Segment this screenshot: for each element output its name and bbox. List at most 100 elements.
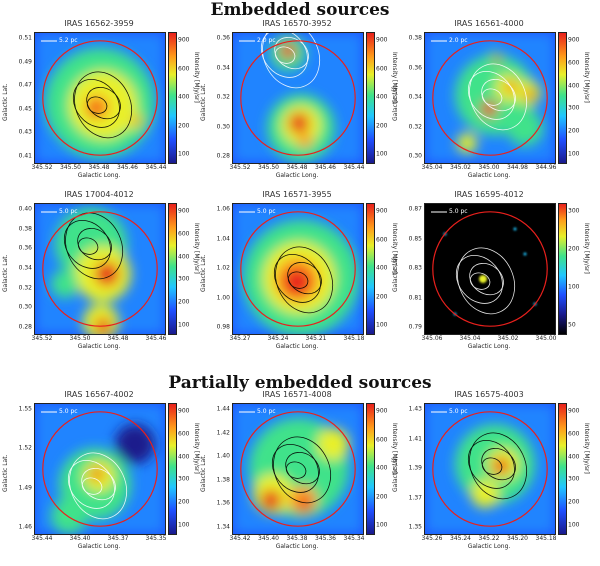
y-tick-label: 0.30: [18, 303, 32, 311]
colorbar-tick-label: 100: [376, 321, 388, 329]
scale-label: 5.0 pc: [449, 408, 468, 415]
colorbar: [366, 203, 375, 335]
y-tick-label: 0.36: [408, 64, 422, 71]
contour-lines: [271, 436, 332, 504]
colorbar-tick-label: 900: [376, 36, 388, 44]
y-tick-label: 1.40: [216, 452, 230, 460]
aperture-circle: [240, 411, 356, 527]
colorbar: [558, 32, 567, 164]
y-tick-label: 1.36: [216, 499, 230, 507]
x-tick-label: 345.44: [31, 535, 53, 542]
x-tick-label: 345.04: [421, 164, 443, 171]
aperture-circle: [42, 40, 158, 156]
colorbar-label: Intensity [MJy/sr]: [193, 52, 200, 103]
colorbar-tick-label: 400: [178, 93, 190, 101]
x-tick-label: 345.34: [343, 535, 365, 542]
sky-image[interactable]: 5.0 pc: [424, 203, 556, 335]
map-panel: IRAS 16562-3959 5.2 pc 900 600 400 200 100 Inte…: [2, 19, 204, 192]
y-axis-label: Galactic Lat.: [392, 83, 399, 121]
colorbar-tick-label: 300: [568, 207, 580, 215]
sky-image[interactable]: 5.0 pc: [34, 203, 166, 335]
y-tick-label: 0.47: [18, 81, 32, 89]
y-tick-label: 1.41: [408, 435, 422, 442]
x-axis-label: Galactic Long.: [275, 172, 319, 179]
y-tick-label: 1.35: [408, 523, 422, 531]
scale-label: 2.0 pc: [257, 37, 276, 44]
y-tick-label: 1.39: [408, 464, 422, 472]
sky-image[interactable]: 2.0 pc: [232, 32, 364, 164]
colorbar-tick-label: 200: [178, 122, 190, 129]
sky-image[interactable]: 2.0 pc: [424, 32, 556, 164]
y-axis-label: Galactic Lat.: [200, 454, 207, 492]
y-tick-labels: 0.38 0.36 0.34 0.32 0.30: [402, 32, 422, 162]
x-tick-label: 345.48: [107, 335, 129, 342]
colorbar-tick-label: 200: [376, 293, 388, 300]
y-tick-labels: 0.36 0.34 0.32 0.30 0.28: [210, 32, 230, 162]
panel-title: IRAS 16571-4008: [262, 390, 332, 399]
contour-lines: [72, 71, 133, 139]
x-tick-label: 345.50: [258, 164, 279, 171]
colorbar-tick-label: 300: [178, 275, 190, 283]
scale-label: 5.0 pc: [449, 208, 468, 215]
sky-image[interactable]: 5.2 pc: [34, 32, 166, 164]
y-tick-label: 0.34: [216, 64, 230, 71]
x-tick-label: 345.24: [450, 535, 471, 542]
x-tick-labels: 345.52 345.50 345.48 345.46 345.44: [32, 164, 167, 172]
aperture-circle: [432, 40, 548, 156]
y-tick-label: 0.32: [216, 93, 230, 101]
x-tick-label: 345.04: [459, 335, 481, 342]
x-tick-label: 345.26: [421, 535, 443, 542]
colorbar: [168, 403, 177, 535]
y-tick-label: 0.83: [408, 264, 422, 272]
x-tick-labels: 345.27 345.24 345.21 345.18: [230, 335, 365, 343]
x-tick-label: 345.52: [229, 164, 251, 171]
embedded-sources-title: Embedded sources: [210, 0, 390, 20]
aperture-circle: [432, 211, 548, 327]
colorbar-tick-label: 900: [568, 407, 580, 415]
colorbar-tick-label: 100: [568, 521, 580, 529]
colorbar-tick-label: 400: [376, 93, 388, 101]
map-panel: IRAS 16575-4003 5.0 pc 900 600 400 300 200 100 I…: [392, 390, 594, 563]
colorbar-tick-label: 200: [376, 493, 388, 500]
colorbar-tick-label: 400: [568, 453, 580, 461]
y-tick-label: 1.06: [216, 205, 230, 213]
sky-image[interactable]: 5.0 pc: [232, 203, 364, 335]
colorbar-label: Intensity [MJy/sr]: [583, 423, 590, 474]
colorbar-tick-label: 600: [178, 230, 190, 238]
map-panel: IRAS 16567-4002 5.0 pc 900 600 400 300 200 100 I…: [2, 390, 204, 563]
colorbar-tick-label: 200: [568, 498, 580, 506]
y-tick-label: 0.98: [216, 323, 230, 331]
contour-lines: [455, 247, 516, 315]
sky-image[interactable]: 5.0 pc: [424, 403, 556, 535]
sky-image[interactable]: 5.0 pc: [232, 403, 364, 535]
y-tick-labels: 1.44 1.42 1.40 1.38 1.36 1.34: [210, 403, 230, 533]
y-tick-label: 1.46: [18, 523, 32, 531]
colorbar-tick-label: 900: [178, 207, 190, 215]
y-tick-label: 0.30: [408, 152, 422, 160]
y-tick-label: 0.36: [216, 34, 230, 42]
y-tick-label: 0.79: [408, 323, 422, 331]
y-tick-label: 0.32: [18, 284, 32, 292]
colorbar-tick-label: 100: [376, 521, 388, 529]
y-tick-label: 0.30: [216, 123, 230, 130]
y-axis-label: Galactic Lat.: [200, 83, 207, 121]
x-tick-label: 345.06: [421, 335, 443, 342]
colorbar-tick-label: 400: [178, 253, 190, 261]
colorbar-tick-label: 100: [178, 150, 190, 158]
x-tick-labels: 345.42 345.40 345.38 345.36 345.34: [230, 535, 365, 543]
map-panel: IRAS 17004-4012 5.0 pc 900 600 400 300 200 100 I…: [2, 190, 204, 363]
panel-title: IRAS 16562-3959: [64, 19, 134, 28]
colorbar-tick-label: 600: [178, 65, 190, 72]
sky-image[interactable]: 5.0 pc: [34, 403, 166, 535]
y-tick-label: 1.02: [216, 264, 230, 272]
y-tick-label: 1.49: [18, 484, 32, 492]
colorbar-tick-label: 400: [178, 453, 190, 461]
x-tick-label: 345.52: [31, 335, 53, 342]
y-tick-label: 0.34: [18, 264, 32, 272]
contour-lines: [67, 452, 128, 520]
map-panel: IRAS 16571-4008 5.0 pc 900 600 400 200 100 Inte…: [200, 390, 402, 563]
y-tick-labels: 1.06 1.04 1.02 1.00 0.98: [210, 203, 230, 333]
colorbar-tick-label: 300: [178, 475, 190, 483]
x-tick-label: 345.18: [535, 535, 557, 542]
colorbar-tick-label: 600: [568, 59, 580, 67]
